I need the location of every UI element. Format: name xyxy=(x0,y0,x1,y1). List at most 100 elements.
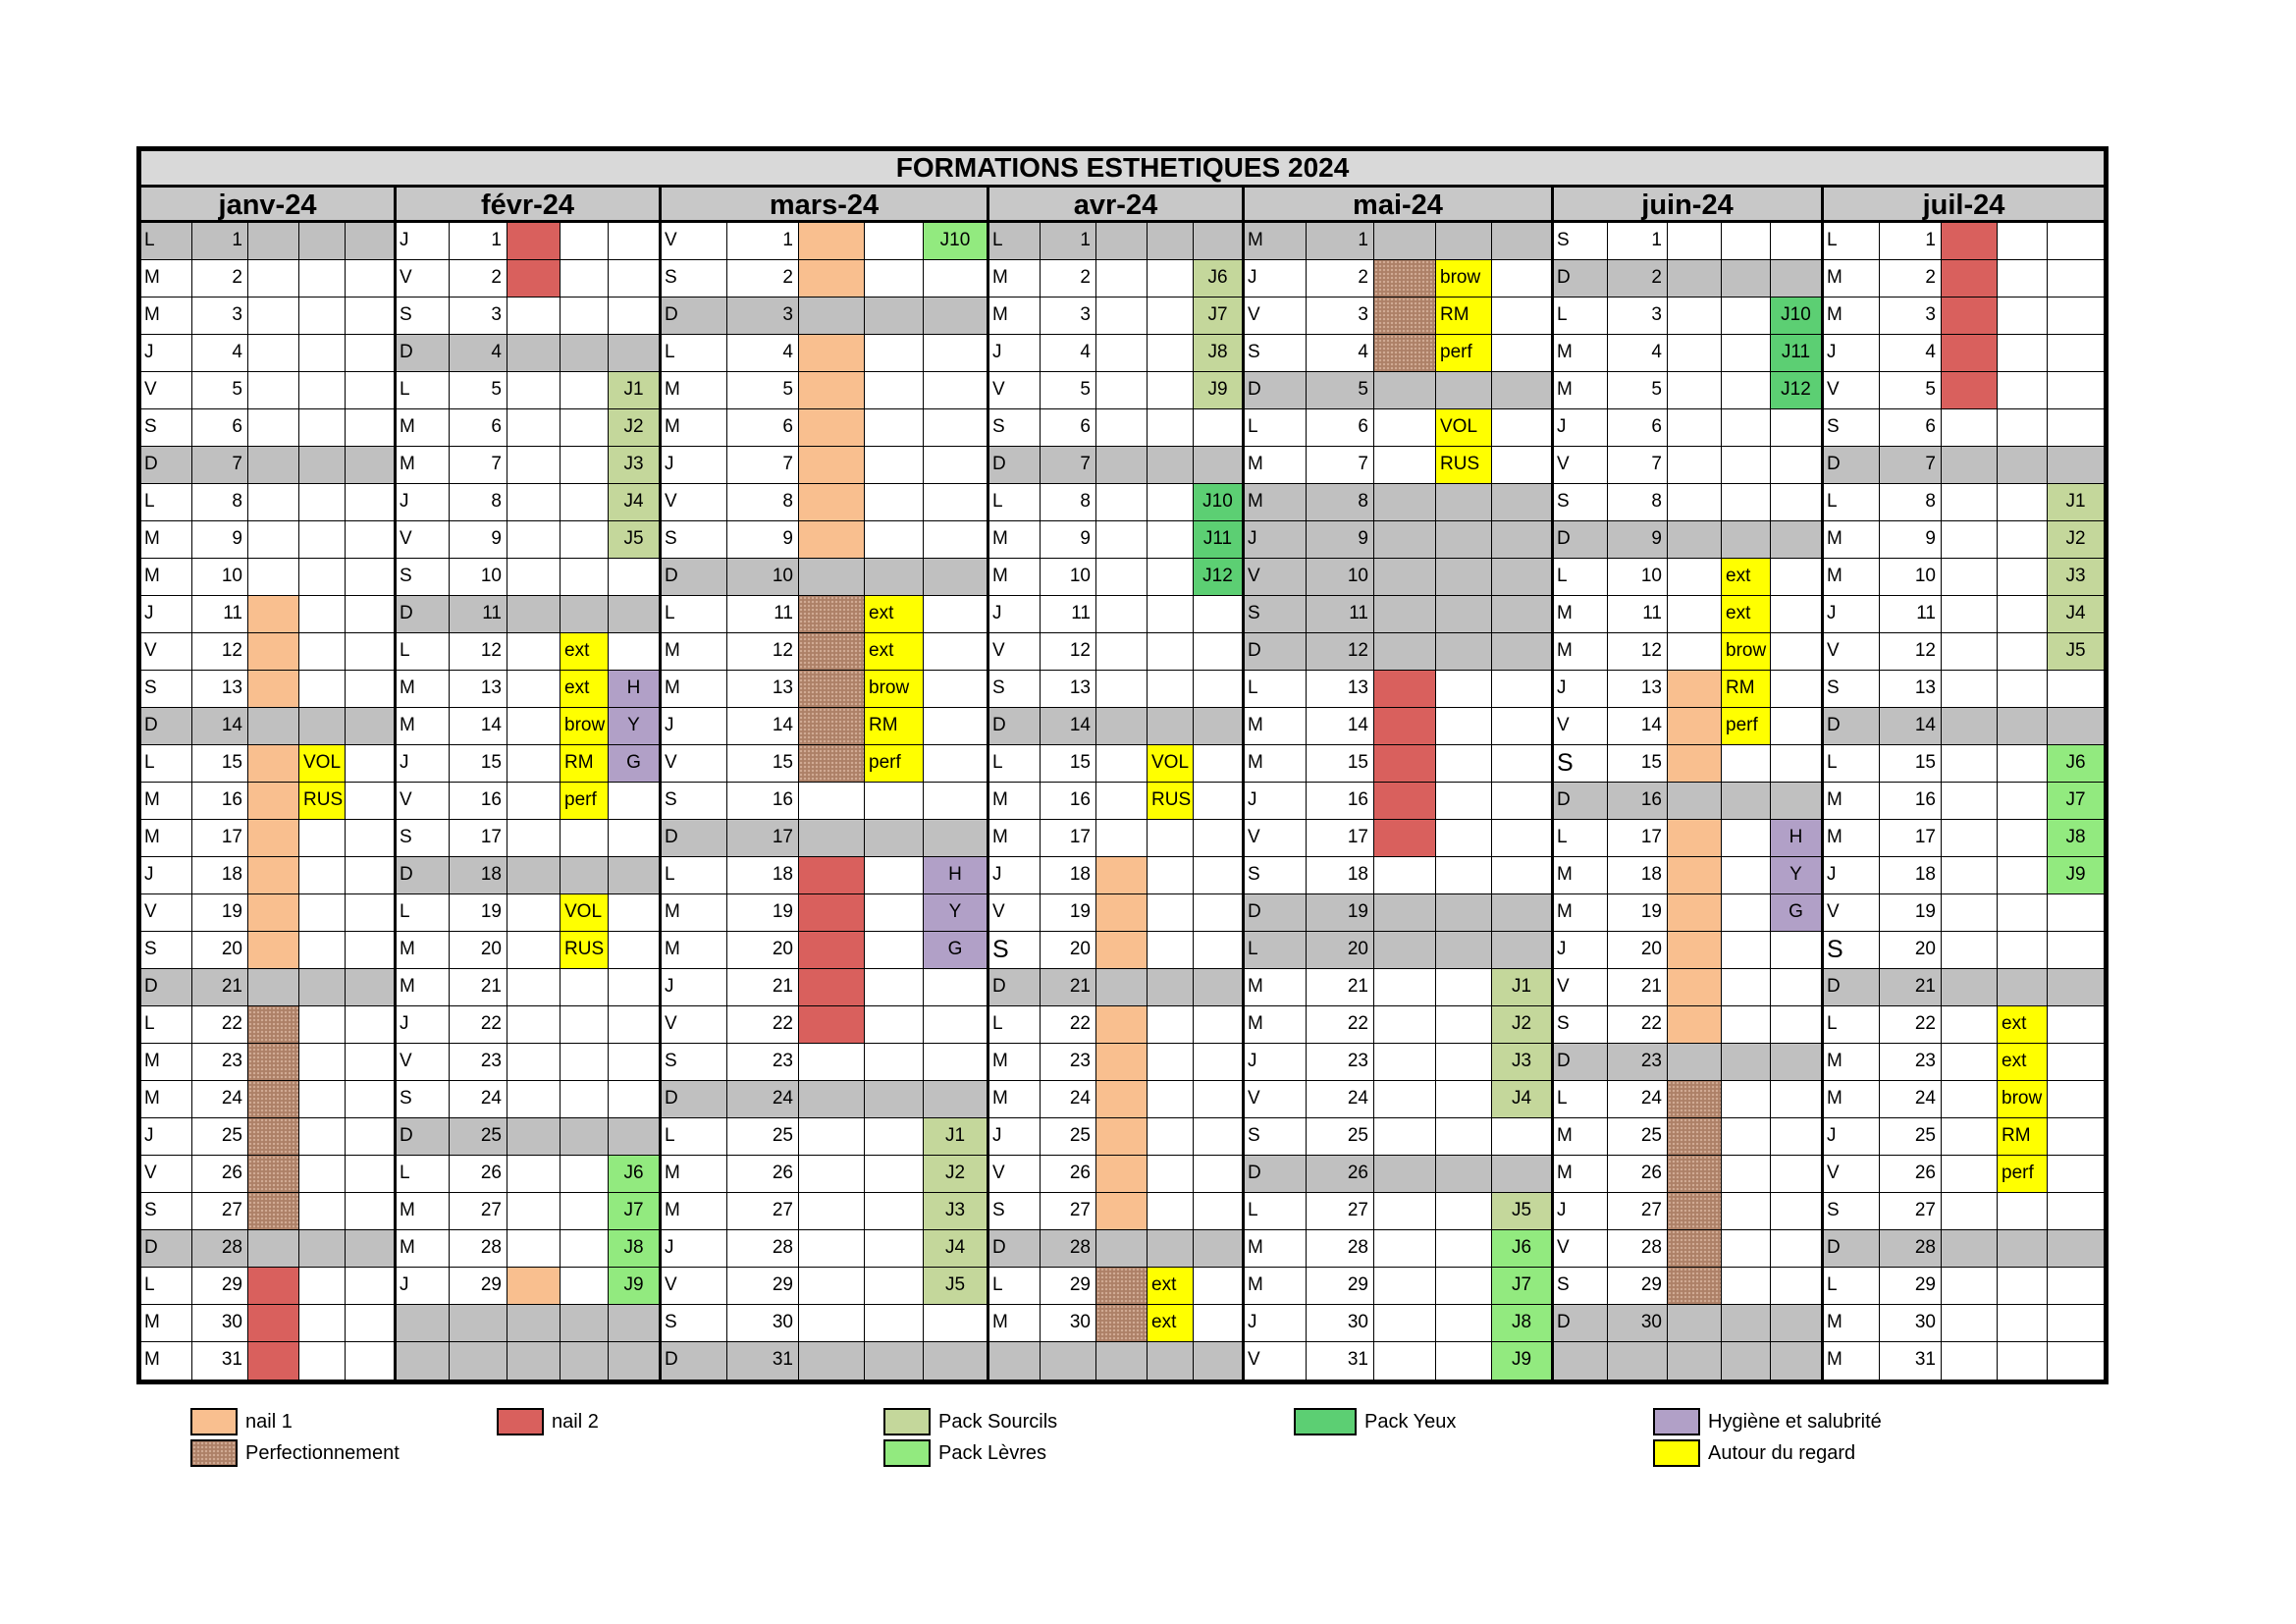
day-number: 22 xyxy=(727,1006,799,1044)
day-number: 10 xyxy=(1880,559,1942,596)
weekday-letter: S xyxy=(662,783,727,820)
day-number: 4 xyxy=(727,335,799,372)
event-cell xyxy=(865,1268,924,1305)
event-cell xyxy=(2048,298,2104,335)
day-number: 13 xyxy=(1041,671,1096,708)
event-cell xyxy=(1942,409,1998,447)
calendar-grid: janv-24 févr-24 mars-24 avr-24 mai-24 juin-24… xyxy=(141,188,2104,1380)
weekday-letter: L xyxy=(1824,1006,1880,1044)
event-cell xyxy=(1194,1044,1245,1081)
day-number: 6 xyxy=(450,409,507,447)
weekday-letter: M xyxy=(1824,559,1880,596)
event-cell xyxy=(1722,298,1771,335)
day-number: 1 xyxy=(1307,223,1374,260)
event-cell xyxy=(1668,671,1722,708)
event-cell xyxy=(2048,671,2104,708)
event-cell: RUS xyxy=(1436,447,1492,484)
weekday-letter: S xyxy=(1245,596,1307,633)
event-cell xyxy=(248,1230,299,1268)
event-cell: ext xyxy=(1148,1268,1194,1305)
event-cell xyxy=(507,1268,561,1305)
event-cell xyxy=(1492,409,1554,447)
weekday-letter: V xyxy=(662,484,727,521)
weekday-letter: M xyxy=(1824,1342,1880,1380)
event-cell xyxy=(346,708,397,745)
event-cell xyxy=(1998,335,2048,372)
weekday-letter: J xyxy=(662,708,727,745)
event-cell xyxy=(1148,1156,1194,1193)
event-cell: H xyxy=(609,671,662,708)
weekday-letter: S xyxy=(141,1193,192,1230)
event-cell xyxy=(799,745,865,783)
event-cell xyxy=(346,932,397,969)
event-cell xyxy=(1771,1006,1824,1044)
event-cell xyxy=(248,1342,299,1380)
event-cell: RUS xyxy=(1148,783,1194,820)
event-cell xyxy=(1096,671,1148,708)
event-cell xyxy=(1771,260,1824,298)
day-number: 4 xyxy=(1041,335,1096,372)
event-cell: perf xyxy=(865,745,924,783)
event-cell xyxy=(507,372,561,409)
event-cell xyxy=(248,596,299,633)
event-cell xyxy=(799,1118,865,1156)
event-cell xyxy=(1722,372,1771,409)
event-cell xyxy=(1436,1342,1492,1380)
day-number: 4 xyxy=(1608,335,1668,372)
weekday-letter: M xyxy=(989,559,1041,596)
event-cell xyxy=(1722,1230,1771,1268)
event-cell xyxy=(1194,820,1245,857)
event-cell xyxy=(346,1006,397,1044)
event-cell xyxy=(1771,745,1824,783)
event-cell xyxy=(1668,1342,1722,1380)
weekday-letter: M xyxy=(141,820,192,857)
event-cell xyxy=(1436,820,1492,857)
event-cell xyxy=(507,969,561,1006)
event-cell xyxy=(1492,894,1554,932)
event-cell xyxy=(1722,1044,1771,1081)
weekday-letter: V xyxy=(989,633,1041,671)
weekday-letter: M xyxy=(1554,372,1608,409)
event-cell xyxy=(1374,1305,1436,1342)
day-number: 3 xyxy=(727,298,799,335)
weekday-letter: M xyxy=(141,298,192,335)
day-number: 29 xyxy=(1880,1268,1942,1305)
weekday-letter: D xyxy=(1824,447,1880,484)
day-number: 5 xyxy=(1608,372,1668,409)
event-cell: J8 xyxy=(1194,335,1245,372)
day-number: 19 xyxy=(1608,894,1668,932)
weekday-letter: D xyxy=(141,447,192,484)
event-cell xyxy=(1668,1268,1722,1305)
weekday-letter: L xyxy=(141,1268,192,1305)
event-cell xyxy=(1096,820,1148,857)
event-cell xyxy=(1096,1156,1148,1193)
weekday-letter: D xyxy=(397,857,450,894)
event-cell xyxy=(1722,1268,1771,1305)
event-cell xyxy=(507,1118,561,1156)
event-cell xyxy=(609,559,662,596)
event-cell xyxy=(2048,1081,2104,1118)
event-cell xyxy=(248,820,299,857)
weekday-letter: M xyxy=(989,820,1041,857)
day-number: 5 xyxy=(192,372,248,409)
event-cell: J9 xyxy=(2048,857,2104,894)
weekday-letter: L xyxy=(141,223,192,260)
event-cell xyxy=(507,335,561,372)
weekday-letter: S xyxy=(141,932,192,969)
day-number: 22 xyxy=(1307,1006,1374,1044)
legend-item: Pack Lèvres xyxy=(883,1439,1046,1467)
event-cell xyxy=(1374,335,1436,372)
event-cell xyxy=(865,1081,924,1118)
event-cell xyxy=(1771,223,1824,260)
day-number: 30 xyxy=(192,1305,248,1342)
legend-item: Pack Yeux xyxy=(1294,1408,1456,1435)
day-number: 24 xyxy=(450,1081,507,1118)
day-number: 9 xyxy=(450,521,507,559)
day-number: 27 xyxy=(192,1193,248,1230)
event-cell xyxy=(1096,1230,1148,1268)
day-number: 16 xyxy=(1880,783,1942,820)
day-number: 18 xyxy=(192,857,248,894)
event-cell xyxy=(248,708,299,745)
event-cell xyxy=(609,335,662,372)
weekday-letter: M xyxy=(397,708,450,745)
